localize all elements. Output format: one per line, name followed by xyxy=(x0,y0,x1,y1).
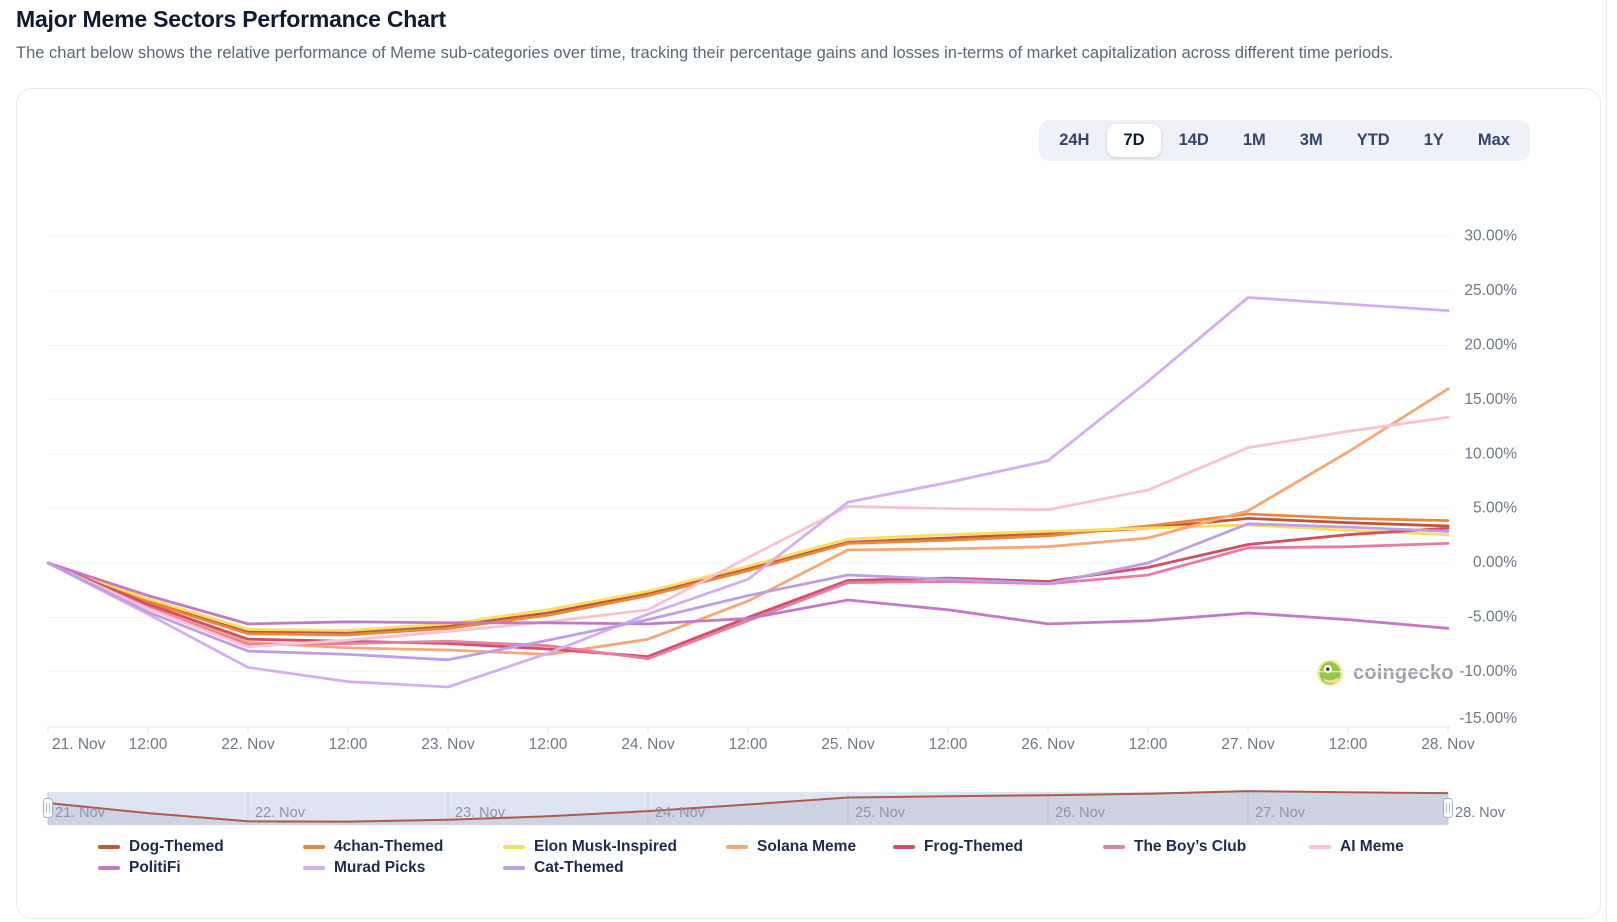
series-line-elon-musk-inspired[interactable] xyxy=(46,523,1450,632)
legend-swatch xyxy=(893,845,915,849)
legend-item-politifi[interactable]: PolitiFi xyxy=(98,858,181,878)
chart-card: 24H 7D 14D 1M 3M YTD 1Y Max coingecko Dog-Theme… xyxy=(16,88,1601,919)
legend-label: Cat-Themed xyxy=(534,859,624,876)
page-subtitle: The chart below shows the relative perfo… xyxy=(16,44,1394,62)
legend-item-cat-themed[interactable]: Cat-Themed xyxy=(503,858,624,878)
series-line-murad-picks[interactable] xyxy=(46,296,1450,689)
legend-label: PolitiFi xyxy=(129,859,181,876)
tab-1y[interactable]: 1Y xyxy=(1408,124,1460,157)
tab-3m[interactable]: 3M xyxy=(1284,124,1339,157)
navigator-right-handle[interactable] xyxy=(1443,798,1453,818)
navigator-left-handle[interactable] xyxy=(43,798,53,818)
legend-swatch xyxy=(98,866,120,870)
legend-item-4chan-themed[interactable]: 4chan-Themed xyxy=(303,837,443,857)
tab-max[interactable]: Max xyxy=(1462,124,1526,157)
handle-grip[interactable] xyxy=(1443,798,1453,818)
chart-legend: Dog-Themed 4chan-Themed Elon Musk-Inspired… xyxy=(17,89,1600,918)
page-right-divider xyxy=(1606,0,1607,922)
legend-item-murad-picks[interactable]: Murad Picks xyxy=(303,858,425,878)
coingecko-gecko-icon xyxy=(1316,659,1344,687)
tab-7d[interactable]: 7D xyxy=(1107,124,1161,157)
legend-label: Frog-Themed xyxy=(924,838,1024,855)
legend-label: Elon Musk-Inspired xyxy=(534,838,677,855)
legend-item-the-boy-s-club[interactable]: The Boy’s Club xyxy=(1103,837,1246,857)
series-line-4chan-themed[interactable] xyxy=(46,512,1450,637)
legend-label: 4chan-Themed xyxy=(334,838,444,855)
series-line-cat-themed[interactable] xyxy=(46,522,1450,662)
legend-label: Murad Picks xyxy=(334,859,426,876)
coingecko-wordmark: coingecko xyxy=(1353,661,1454,684)
legend-swatch xyxy=(98,845,120,849)
legend-swatch xyxy=(503,866,525,870)
legend-swatch xyxy=(503,845,525,849)
legend-item-ai-meme[interactable]: AI Meme xyxy=(1309,837,1404,857)
legend-item-frog-themed[interactable]: Frog-Themed xyxy=(893,837,1023,857)
legend-swatch xyxy=(726,845,748,849)
legend-label: Solana Meme xyxy=(757,838,857,855)
legend-swatch xyxy=(1103,845,1125,849)
legend-item-solana-meme[interactable]: Solana Meme xyxy=(726,837,856,857)
legend-swatch xyxy=(1309,845,1331,849)
tab-1m[interactable]: 1M xyxy=(1227,124,1282,157)
series-line-politifi[interactable] xyxy=(46,561,1450,630)
page-title: Major Meme Sectors Performance Chart xyxy=(16,6,446,32)
time-range-tabs: 24H 7D 14D 1M 3M YTD 1Y Max xyxy=(1039,120,1530,161)
tab-ytd[interactable]: YTD xyxy=(1341,124,1406,157)
handle-grip[interactable] xyxy=(43,798,53,818)
legend-label: Dog-Themed xyxy=(129,838,224,855)
series-line-ai-meme[interactable] xyxy=(46,415,1450,649)
legend-item-elon-musk-inspired[interactable]: Elon Musk-Inspired xyxy=(503,837,677,857)
legend-swatch xyxy=(303,866,325,870)
legend-item-dog-themed[interactable]: Dog-Themed xyxy=(98,837,224,857)
coingecko-watermark: coingecko xyxy=(1316,659,1454,687)
legend-label: The Boy’s Club xyxy=(1134,838,1247,855)
tab-14d[interactable]: 14D xyxy=(1163,124,1225,157)
series-line-dog-themed[interactable] xyxy=(46,517,1450,634)
series-lines xyxy=(46,296,1450,689)
tab-24h[interactable]: 24H xyxy=(1043,124,1105,157)
legend-label: AI Meme xyxy=(1340,838,1404,855)
legend-swatch xyxy=(303,845,325,849)
